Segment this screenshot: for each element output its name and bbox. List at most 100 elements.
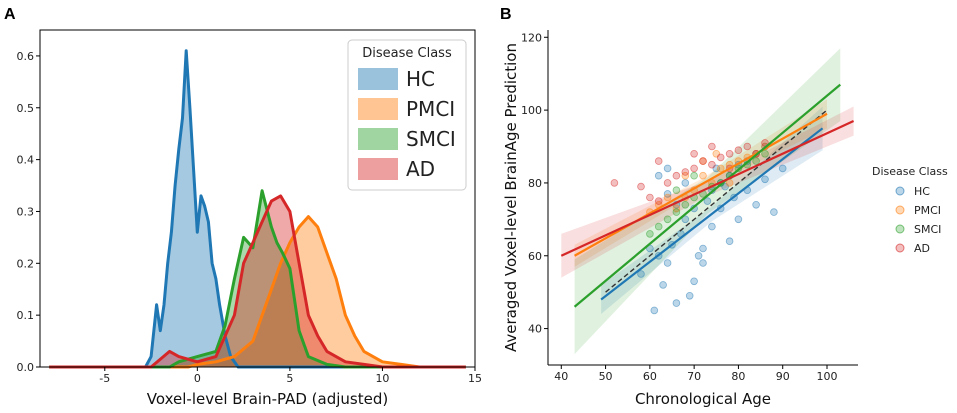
- data-point-hc: [694, 252, 703, 260]
- legend-label-hc: HC: [406, 67, 435, 91]
- x-tick-label: 15: [468, 372, 482, 385]
- density-fills: [49, 50, 466, 367]
- x-tick-label: 5: [286, 372, 293, 385]
- legend-label-smci: SMCI: [914, 223, 941, 236]
- density-curve-smci: [49, 189, 466, 369]
- density-axes: -5 0 5 10 15 0.0 0.1 0.2 0.3 0.4 0.5 0.6: [17, 29, 482, 385]
- data-point-pmci: [716, 164, 725, 173]
- confidence-band-pmci: [574, 99, 827, 267]
- x-tick-label: 60: [643, 370, 657, 383]
- data-point-hc: [663, 164, 672, 173]
- density-x-axis-label: Voxel-level Brain-PAD (adjusted): [147, 390, 388, 408]
- y-tick-label: 0.4: [17, 154, 35, 167]
- data-point-ad: [672, 171, 681, 180]
- data-point-hc: [672, 299, 681, 307]
- data-point-hc: [703, 197, 712, 205]
- data-point-hc: [650, 306, 659, 315]
- data-point-ad: [690, 150, 698, 158]
- data-point-hc: [699, 244, 707, 253]
- regression-line-pmci: [574, 112, 828, 257]
- legend-title: Disease Class: [362, 46, 452, 61]
- density-fill-smci: [49, 190, 466, 367]
- x-tick-label: 50: [599, 370, 613, 383]
- legend-label-hc: HC: [914, 185, 930, 198]
- data-point-hc: [654, 171, 663, 180]
- data-point-hc: [734, 215, 743, 224]
- y-tick-label: 40: [528, 323, 542, 336]
- data-point-ad: [708, 142, 716, 151]
- panel-b-label: B: [500, 6, 512, 23]
- legend-marker-hc: [895, 186, 905, 196]
- data-point-ad: [716, 153, 725, 162]
- density-legend: Disease Class HC PMCI SMCI AD: [347, 39, 467, 191]
- data-point-ad: [654, 157, 663, 165]
- y-tick-label: 0.2: [17, 257, 35, 270]
- legend-title: Disease Class: [872, 165, 948, 178]
- x-tick-label: 100: [817, 370, 838, 383]
- data-point-pmci: [699, 171, 707, 180]
- scatter-panel: B 40 50 60 70 80 90 100 40 60 80 100 120 Chronologi…: [500, 6, 948, 408]
- density-panel: A -5 0 5 10 15 0.0 0.1 0.2 0.3 0.4 0.5 0.6 Voxel-le…: [4, 6, 482, 408]
- y-tick-label: 60: [528, 250, 542, 263]
- data-point-hc: [685, 291, 694, 300]
- data-point-smci: [654, 222, 663, 231]
- data-point-hc: [761, 175, 769, 184]
- y-tick-label: 0.0: [17, 361, 35, 374]
- data-point-smci: [672, 186, 681, 195]
- data-point-hc: [752, 201, 760, 209]
- density-curve-hc: [49, 49, 466, 369]
- density-curve-pmci: [49, 215, 466, 369]
- legend-label-pmci: PMCI: [914, 204, 941, 217]
- data-point-smci: [672, 208, 681, 216]
- data-point-smci: [663, 215, 672, 224]
- density-fill-ad: [49, 195, 466, 367]
- data-point-ad: [663, 179, 672, 187]
- data-point-ad: [743, 142, 752, 151]
- data-point-pmci: [663, 193, 672, 202]
- panel-a-label: A: [4, 6, 16, 23]
- data-point-ad: [734, 146, 743, 155]
- scatter-legend: Disease Class HC PMCI SMCI AD: [872, 165, 948, 255]
- x-tick-label: 70: [687, 370, 701, 383]
- regression-line-hc: [600, 127, 824, 301]
- data-point-ad: [681, 168, 690, 176]
- density-plot-frame: [39, 29, 476, 368]
- legend-label-ad: AD: [914, 242, 930, 255]
- legend-label-pmci: PMCI: [406, 97, 455, 121]
- data-point-hc: [690, 277, 698, 286]
- data-point-pmci: [725, 179, 734, 187]
- x-tick-label: 90: [776, 370, 790, 383]
- data-point-smci: [690, 171, 698, 180]
- legend-marker-smci: [895, 224, 905, 234]
- data-point-hc: [770, 208, 778, 216]
- x-tick-label: 0: [194, 372, 201, 385]
- y-tick-label: 0.6: [17, 50, 35, 63]
- regression-lines: [560, 83, 855, 308]
- y-tick-label: 0.3: [17, 205, 35, 218]
- regression-line-ad: [560, 120, 855, 257]
- x-tick-label: 80: [731, 370, 745, 383]
- data-point-ad: [699, 157, 707, 165]
- data-point-smci: [681, 201, 690, 209]
- data-point-hc: [659, 281, 667, 289]
- y-tick-label: 0.1: [17, 309, 35, 322]
- data-point-ad: [708, 160, 716, 169]
- data-point-ad: [637, 182, 645, 191]
- legend-box: [347, 39, 467, 191]
- regression-line-smci: [573, 83, 841, 308]
- density-fill-pmci: [49, 216, 466, 367]
- data-point-smci: [761, 150, 769, 158]
- data-point-hc: [699, 259, 707, 267]
- data-point-ad: [610, 179, 619, 187]
- y-tick-label: 80: [528, 177, 542, 190]
- y-tick-label: 0.5: [17, 102, 35, 115]
- data-point-hc: [681, 179, 690, 187]
- x-tick-label: 40: [554, 370, 568, 383]
- y-tick-label: 120: [521, 31, 542, 44]
- data-point-smci: [646, 230, 654, 238]
- density-curve-ad: [49, 194, 466, 369]
- scatter-axes: 40 50 60 70 80 90 100 40 60 80 100 120: [521, 30, 858, 383]
- x-tick-label: -5: [99, 372, 110, 385]
- legend-marker-pmci: [895, 205, 905, 215]
